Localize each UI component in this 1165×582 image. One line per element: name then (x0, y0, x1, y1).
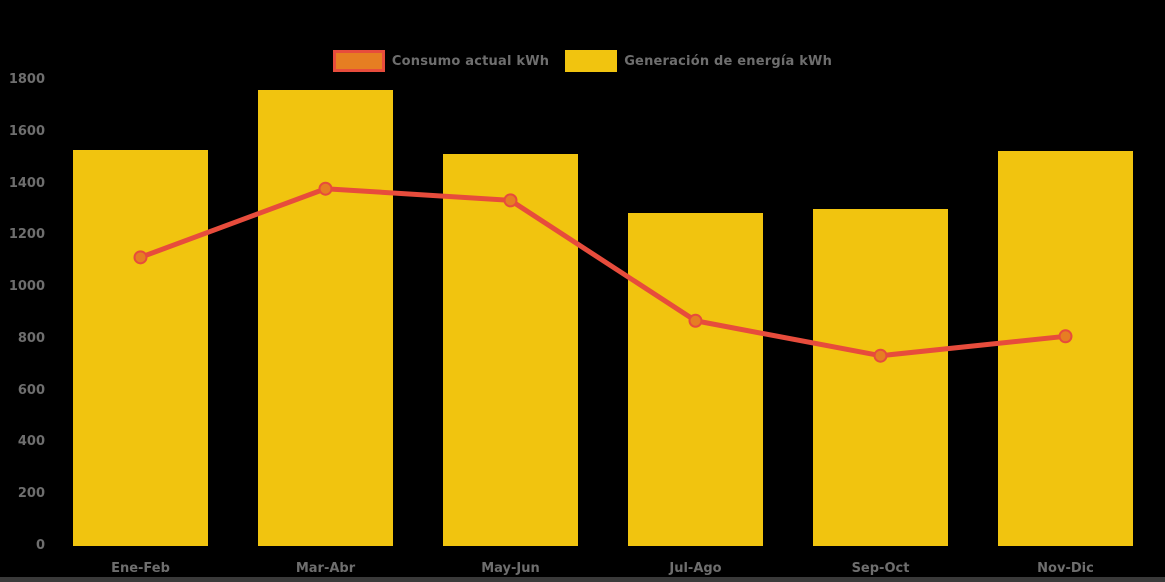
consumo-point-Ene-Feb[interactable] (133, 250, 148, 265)
consumo-point-Sep-Oct[interactable] (873, 348, 888, 363)
y-tick-label-1400: 1400 (8, 175, 45, 191)
x-tick-label-Jul-Ago: Jul-Ago (669, 561, 722, 576)
legend-item-generacion[interactable]: Generación de energía kWh (565, 50, 832, 72)
legend-item-consumo[interactable]: Consumo actual kWh (332, 50, 550, 72)
bottom-scrollbar[interactable] (0, 577, 1165, 582)
consumo-point-Nov-Dic[interactable] (1058, 329, 1073, 344)
x-tick-label-May-Jun: May-Jun (481, 561, 540, 576)
bar-Ene-Feb[interactable] (73, 149, 208, 546)
consumo-line (139, 186, 1066, 359)
y-tick-label-200: 200 (17, 486, 45, 502)
bar-Mar-Abr[interactable] (258, 90, 393, 546)
x-tick-label-Sep-Oct: Sep-Oct (851, 561, 910, 576)
x-tick-label-Mar-Abr: Mar-Abr (295, 561, 356, 576)
y-tick-label-1600: 1600 (8, 123, 45, 139)
y-tick-label-600: 600 (17, 382, 45, 398)
legend-swatch-consumo-icon (332, 50, 385, 72)
legend-label-consumo: Consumo actual kWh (391, 53, 550, 69)
legend-swatch-generacion-icon (565, 50, 618, 72)
bar-May-Jun[interactable] (443, 153, 578, 546)
bar-Sep-Oct[interactable] (813, 209, 948, 546)
consumo-point-May-Jun[interactable] (503, 193, 518, 208)
y-tick-label-400: 400 (17, 434, 45, 450)
consumo-point-Mar-Abr[interactable] (318, 181, 333, 196)
y-tick-label-0: 0 (35, 538, 45, 553)
legend-label-generacion: Generación de energía kWh (624, 53, 833, 69)
y-tick-label-1000: 1000 (8, 279, 45, 295)
chart-legend: Consumo actual kWh Generación de energía… (0, 50, 1165, 72)
bar-Jul-Ago[interactable] (628, 213, 763, 546)
x-tick-label-Nov-Dic: Nov-Dic (1037, 561, 1094, 576)
x-tick-label-Ene-Feb: Ene-Feb (111, 561, 170, 576)
bar-Nov-Dic[interactable] (998, 151, 1133, 546)
consumo-point-Jul-Ago[interactable] (688, 313, 703, 328)
y-tick-label-1800: 1800 (8, 72, 45, 87)
y-tick-label-800: 800 (17, 330, 45, 346)
y-tick-label-1200: 1200 (8, 227, 45, 243)
